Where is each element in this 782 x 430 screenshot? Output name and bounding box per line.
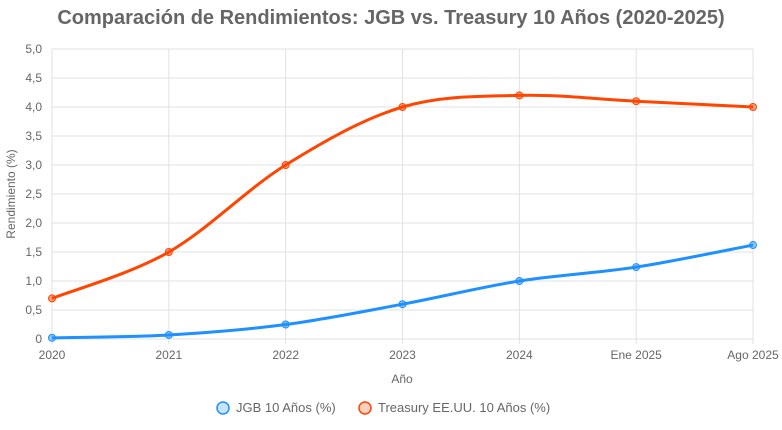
- y-tick-label: 1,5: [25, 245, 42, 259]
- x-tick-label: 2024: [506, 348, 533, 362]
- data-point[interactable]: [749, 241, 757, 250]
- chart-title: Comparación de Rendimientos: JGB vs. Tre…: [57, 7, 724, 29]
- data-point[interactable]: [164, 248, 173, 256]
- legend: JGB 10 Años (%) Treasury EE.UU. 10 Años (…: [216, 400, 550, 415]
- y-tick-label: 3,0: [25, 158, 42, 172]
- x-tick-label: 2021: [155, 348, 182, 362]
- data-point[interactable]: [398, 300, 407, 309]
- data-point[interactable]: [632, 97, 641, 106]
- y-tick-label: 5,0: [25, 42, 42, 56]
- data-point[interactable]: [515, 277, 524, 285]
- legend-marker-icon: [216, 401, 230, 415]
- y-tick-label: 4,5: [25, 71, 42, 85]
- y-tick-label: 0: [35, 332, 42, 346]
- y-tick-label: 2,0: [25, 216, 42, 230]
- x-axis-label: Año: [391, 372, 413, 386]
- legend-marker-icon: [358, 401, 372, 415]
- y-tick-label: 3,5: [25, 129, 42, 143]
- data-point[interactable]: [749, 103, 757, 111]
- data-point[interactable]: [48, 294, 56, 303]
- data-point[interactable]: [48, 333, 56, 342]
- y-tick-label: 2,5: [25, 187, 42, 201]
- y-axis-label: Rendimiento (%): [4, 149, 18, 238]
- x-tick-label: Ago 2025: [727, 348, 779, 362]
- y-tick-label: 0,5: [25, 303, 42, 317]
- x-tick-label: 2023: [389, 348, 416, 362]
- y-tick-label: 4,0: [25, 100, 42, 114]
- x-tick-label: Ene 2025: [610, 348, 662, 362]
- x-tick-label: 2020: [39, 348, 66, 362]
- data-point[interactable]: [398, 103, 407, 111]
- y-tick-label: 1,0: [25, 274, 42, 288]
- legend-item-label[interactable]: Treasury EE.UU. 10 Años (%): [378, 400, 550, 415]
- data-point[interactable]: [164, 330, 173, 339]
- data-point[interactable]: [281, 320, 290, 329]
- data-point[interactable]: [515, 91, 524, 100]
- legend-item-label[interactable]: JGB 10 Años (%): [236, 400, 336, 415]
- x-tick-label: 2022: [272, 348, 299, 362]
- data-point[interactable]: [281, 161, 290, 169]
- data-point[interactable]: [632, 263, 641, 272]
